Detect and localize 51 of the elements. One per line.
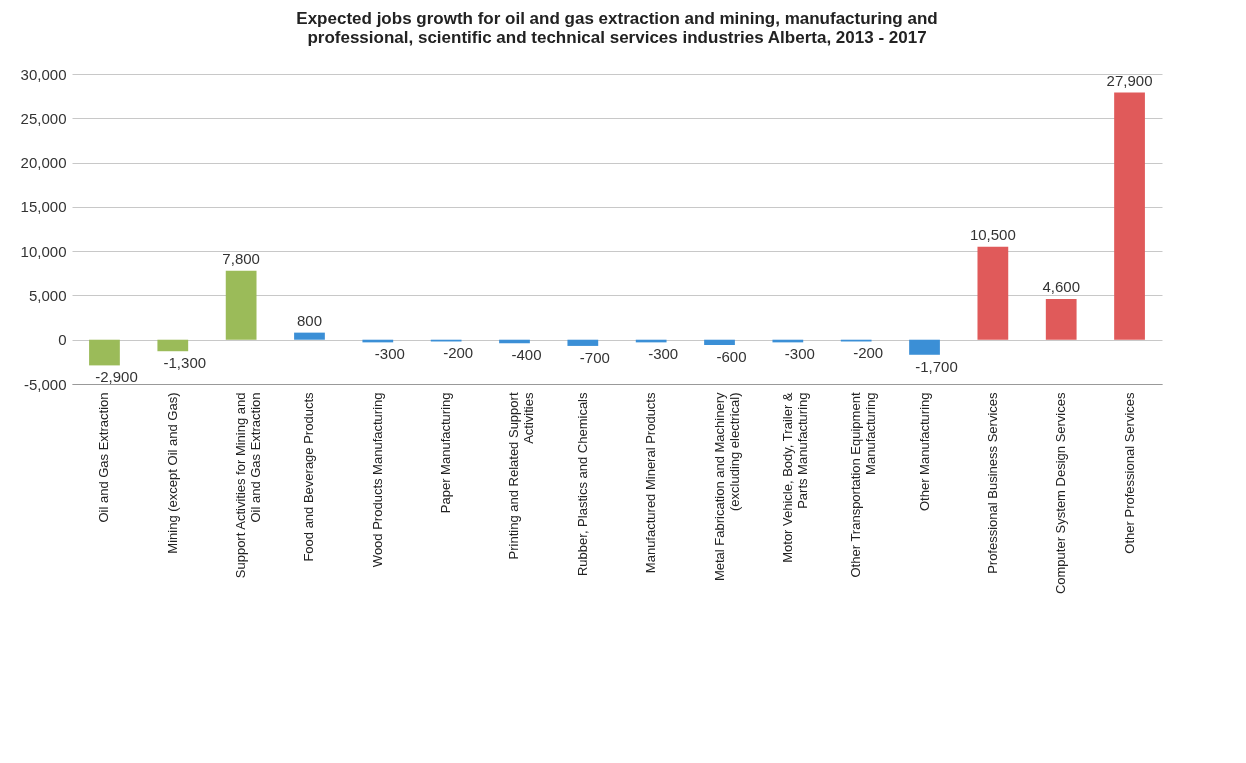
- data-label: -600: [716, 348, 747, 366]
- bar: [225, 270, 257, 340]
- y-tick-label: 5,000: [28, 286, 67, 304]
- bar: [89, 339, 120, 366]
- x-tick-label: Motor Vehicle, Body, Trailer & Parts Manufacturing: [779, 392, 810, 563]
- chart-title: Expected jobs growth for oil and gas extraction and mining, manufacturing and professional, scientific and technical services industries Alberta, 2013 - 2017: [296, 9, 938, 47]
- x-tick-label: Food and Beverage Products: [301, 392, 317, 562]
- x-tick-label: Paper Manufacturing: [438, 392, 454, 514]
- bar: [294, 332, 325, 340]
- y-tick-label: 20,000: [20, 154, 67, 172]
- data-label: -1,300: [163, 354, 207, 372]
- x-tick-label: Professional Business Services: [984, 392, 1000, 574]
- x-tick-label: Oil and Gas Extraction: [96, 392, 112, 523]
- y-tick-label: 25,000: [20, 109, 67, 127]
- data-label: -300: [648, 345, 679, 363]
- y-tick-label: 0: [58, 331, 67, 349]
- data-label: 27,900: [1106, 71, 1153, 89]
- data-label: -700: [579, 348, 610, 366]
- x-tick-label: Rubber, Plastics and Chemicals: [574, 392, 590, 577]
- data-label: 4,600: [1042, 277, 1080, 295]
- bar: [567, 339, 599, 346]
- x-tick-label: Computer System Design Services: [1053, 392, 1069, 595]
- data-label: -200: [853, 344, 884, 362]
- bar: [704, 339, 735, 346]
- y-tick-label: 10,000: [20, 242, 67, 260]
- data-label: -300: [374, 345, 405, 363]
- x-tick-label: Other Professional Services: [1121, 392, 1137, 554]
- data-label: -200: [443, 344, 474, 362]
- data-label: 10,500: [969, 225, 1016, 243]
- data-label: 7,800: [222, 249, 260, 267]
- data-label: -2,900: [95, 368, 138, 386]
- bar: [909, 339, 940, 355]
- data-label: -300: [784, 345, 815, 363]
- x-tick-label: Manufactured Mineral Products: [643, 392, 659, 574]
- y-tick-label: 30,000: [20, 65, 67, 83]
- y-tick-label: 15,000: [20, 198, 67, 216]
- bar: [1114, 92, 1145, 340]
- x-tick-label: Metal Fabrication and Machinery (excluding electrical): [711, 392, 742, 582]
- x-tick-label: Printing and Related Support Activities: [506, 392, 537, 560]
- x-tick-label: Other Manufacturing: [916, 392, 932, 512]
- x-tick-label: Wood Products Manufacturing: [369, 392, 385, 568]
- bar: [157, 339, 189, 352]
- bar: [977, 246, 1009, 340]
- x-tick-label: Support Activities for Mining and Oil and Gas Extraction: [233, 392, 264, 579]
- data-label: -400: [511, 346, 542, 364]
- x-tick-label: Other Transportation Equipment Manufacturing: [848, 392, 879, 578]
- x-tick-label: Mining (except Oil and Gas): [164, 392, 180, 554]
- data-label: -1,700: [915, 357, 958, 375]
- data-label: 800: [296, 311, 322, 329]
- bar: [1045, 298, 1077, 340]
- y-tick-label: -5,000: [23, 375, 67, 393]
